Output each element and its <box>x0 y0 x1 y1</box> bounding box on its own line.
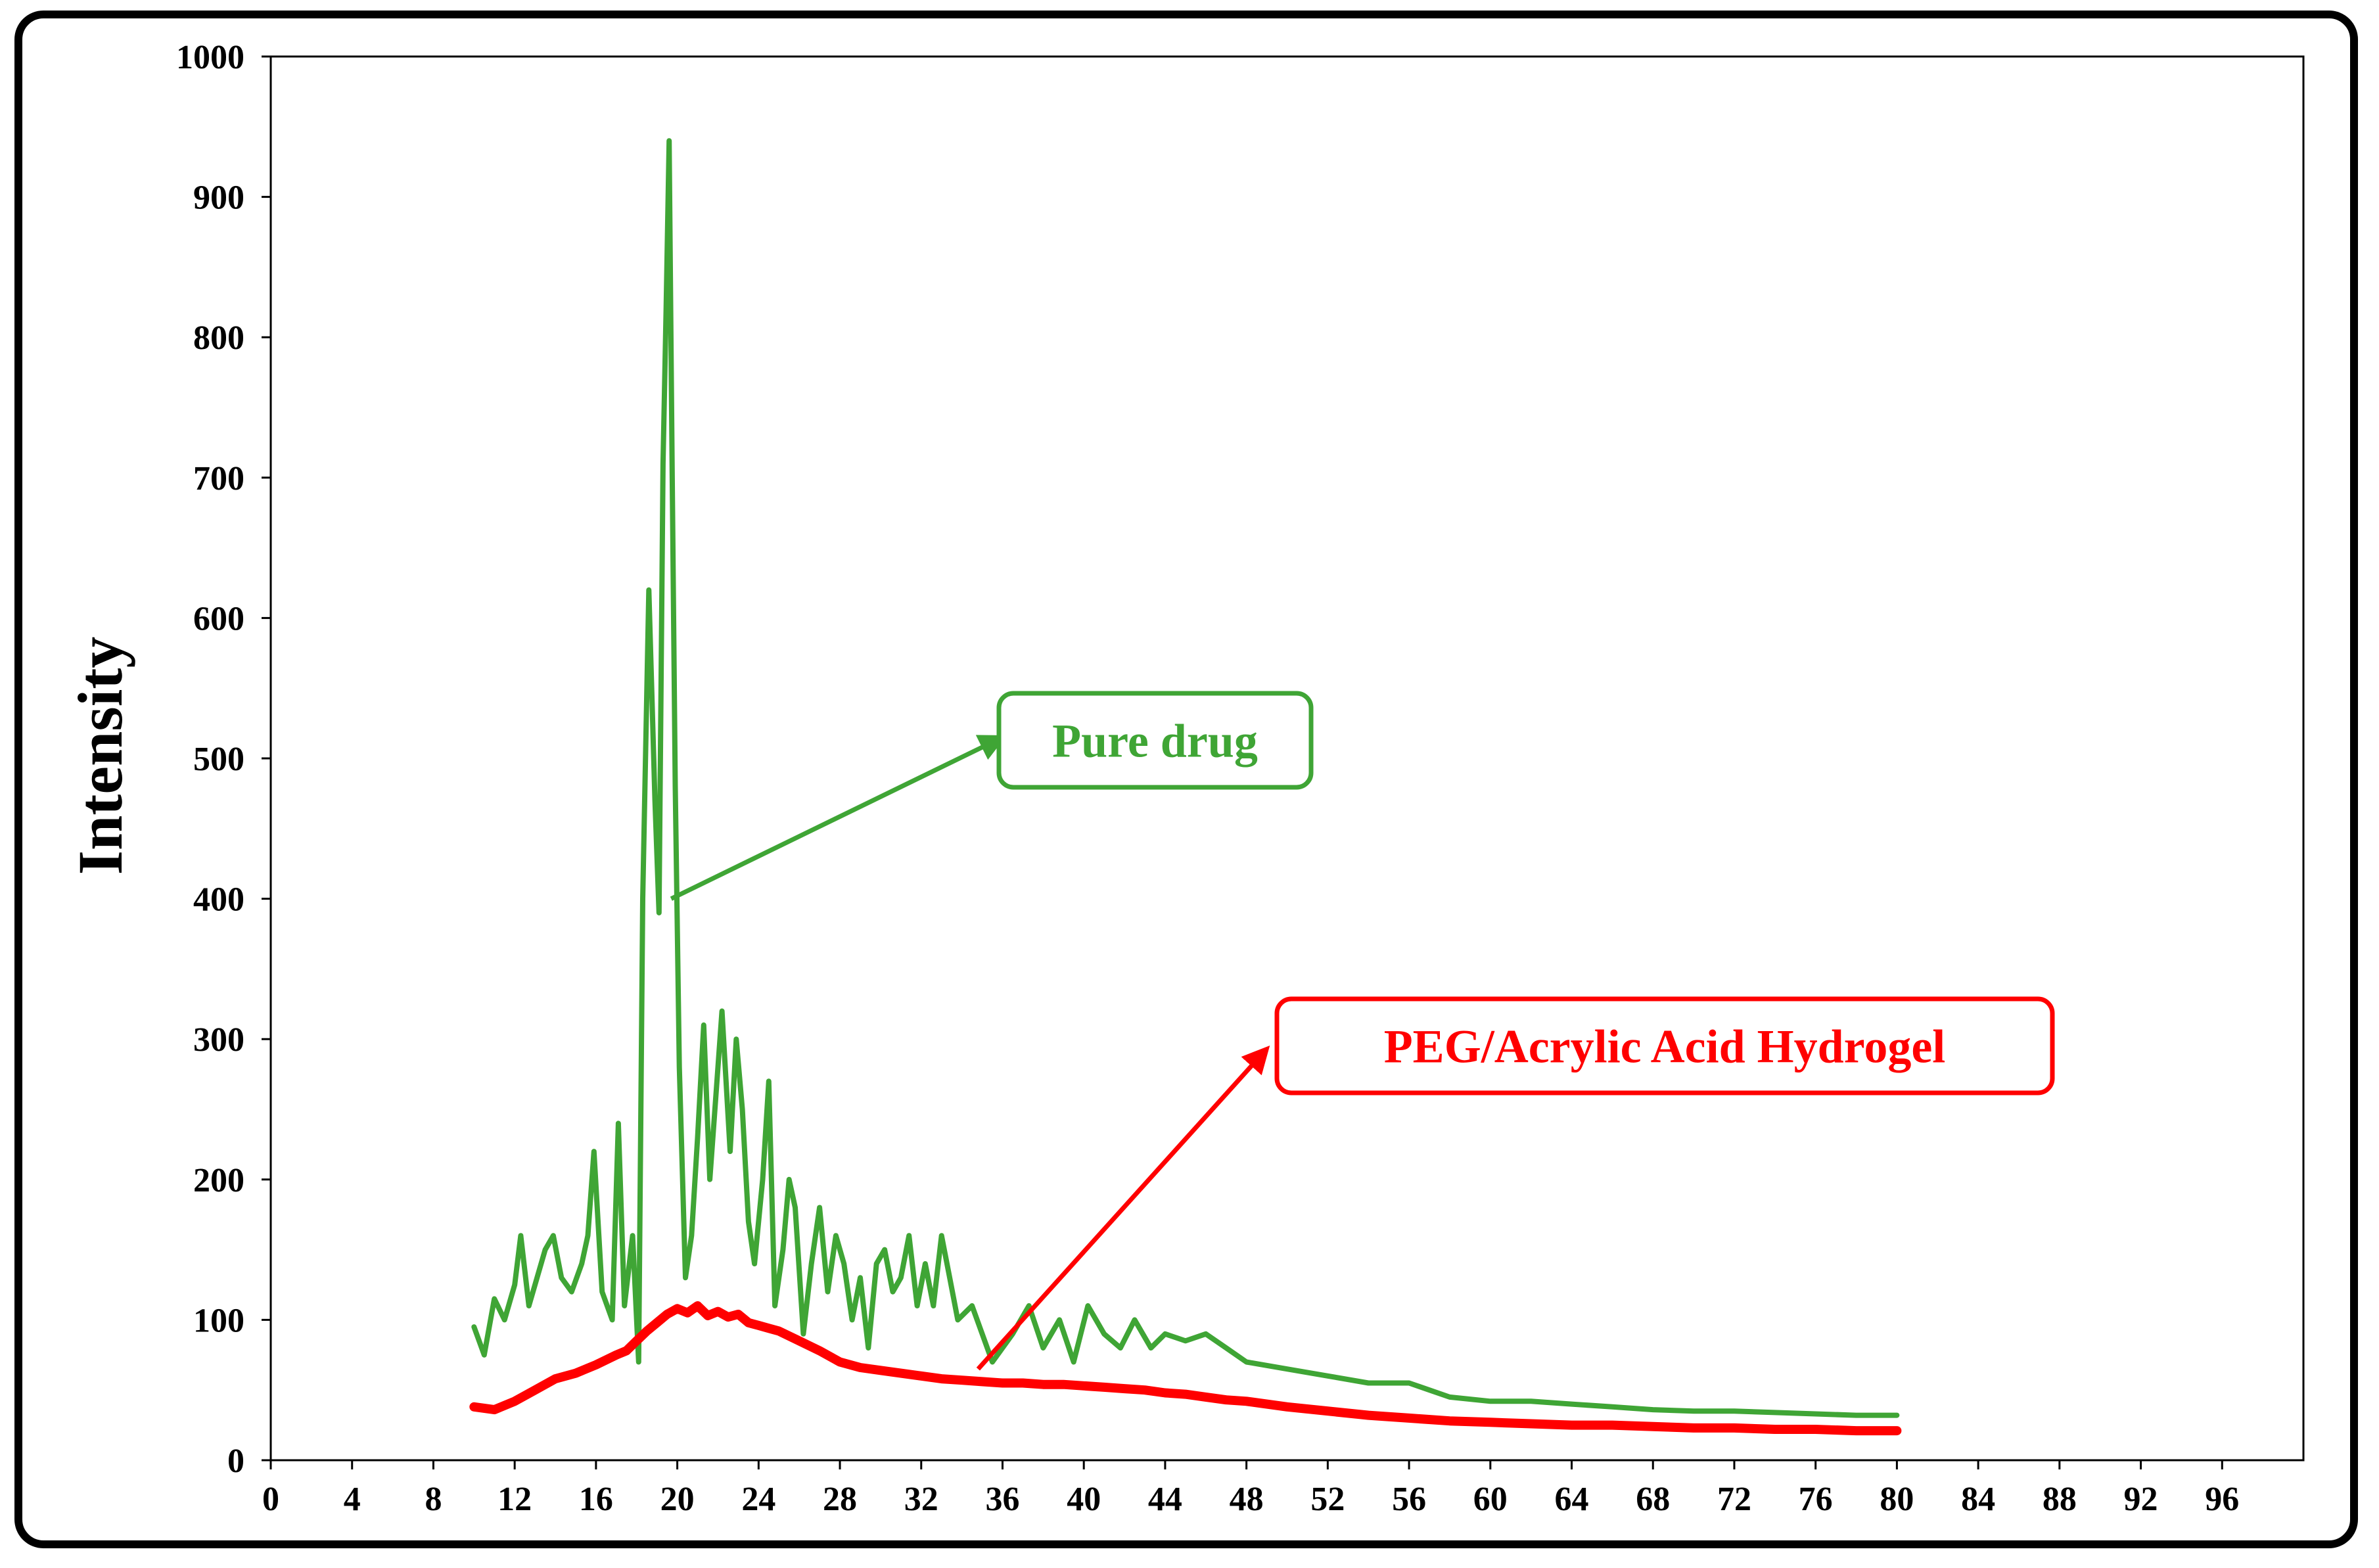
x-tick-label: 48 <box>1230 1481 1264 1518</box>
x-tick-label: 8 <box>425 1481 442 1518</box>
x-tick-label: 12 <box>497 1481 532 1518</box>
y-tick-label: 400 <box>193 881 244 919</box>
y-tick-label: 800 <box>193 319 244 357</box>
callout-arrow-hydrogel <box>976 1045 1270 1371</box>
x-tick-label: 52 <box>1310 1481 1345 1518</box>
callout-label-hydrogel: PEG/Acrylic Acid Hydrogel <box>1384 1021 1946 1073</box>
x-tick-label: 68 <box>1636 1481 1670 1518</box>
x-tick-label: 32 <box>904 1481 938 1518</box>
series-line-pure-drug <box>471 138 1900 1418</box>
y-tick-label: 300 <box>193 1021 244 1059</box>
annotations-layer: Pure drug PEG/Acrylic Acid Hydrogel <box>670 691 2055 1371</box>
callout-box-pure-drug <box>996 691 1314 790</box>
x-tick-label: 72 <box>1717 1481 1751 1518</box>
x-tick-label: 80 <box>1880 1481 1914 1518</box>
callout-box-hydrogel <box>1274 996 2055 1095</box>
x-tick-label: 24 <box>741 1481 775 1518</box>
x-tick-label: 92 <box>2124 1481 2158 1518</box>
callout-arrow-pure-drug <box>670 735 1007 901</box>
y-axis-title: Intensity <box>65 637 135 875</box>
series-layer <box>469 138 1902 1436</box>
y-tick-label: 100 <box>193 1302 244 1339</box>
x-tick-label: 4 <box>344 1481 361 1518</box>
x-tick-label: 56 <box>1392 1481 1426 1518</box>
x-tick-label: 20 <box>660 1481 695 1518</box>
y-tick-label: 900 <box>193 179 244 217</box>
y-tick-label: 1000 <box>176 39 244 76</box>
y-tick-label: 600 <box>193 600 244 637</box>
x-tick-label: 96 <box>2205 1481 2239 1518</box>
x-tick-label: 16 <box>579 1481 613 1518</box>
y-tick-label: 0 <box>227 1442 244 1480</box>
x-tick-label: 64 <box>1555 1481 1589 1518</box>
x-tick-label: 84 <box>1961 1481 1995 1518</box>
x-tick-label: 88 <box>2043 1481 2077 1518</box>
y-tick-label: 500 <box>193 741 244 778</box>
callout-label-pure-drug: Pure drug <box>1052 715 1258 768</box>
x-tick-label: 0 <box>262 1481 279 1518</box>
x-tick-label: 60 <box>1473 1481 1508 1518</box>
series-line-peg-acrylic-acid-hydrogel <box>469 1301 1902 1436</box>
x-tick-label: 44 <box>1148 1481 1182 1518</box>
x-tick-label: 36 <box>985 1481 1019 1518</box>
y-tick-label: 200 <box>193 1162 244 1199</box>
y-tick-label: 700 <box>193 460 244 497</box>
x-tick-label: 76 <box>1799 1481 1833 1518</box>
x-tick-label: 40 <box>1067 1481 1101 1518</box>
x-tick-label: 28 <box>823 1481 857 1518</box>
